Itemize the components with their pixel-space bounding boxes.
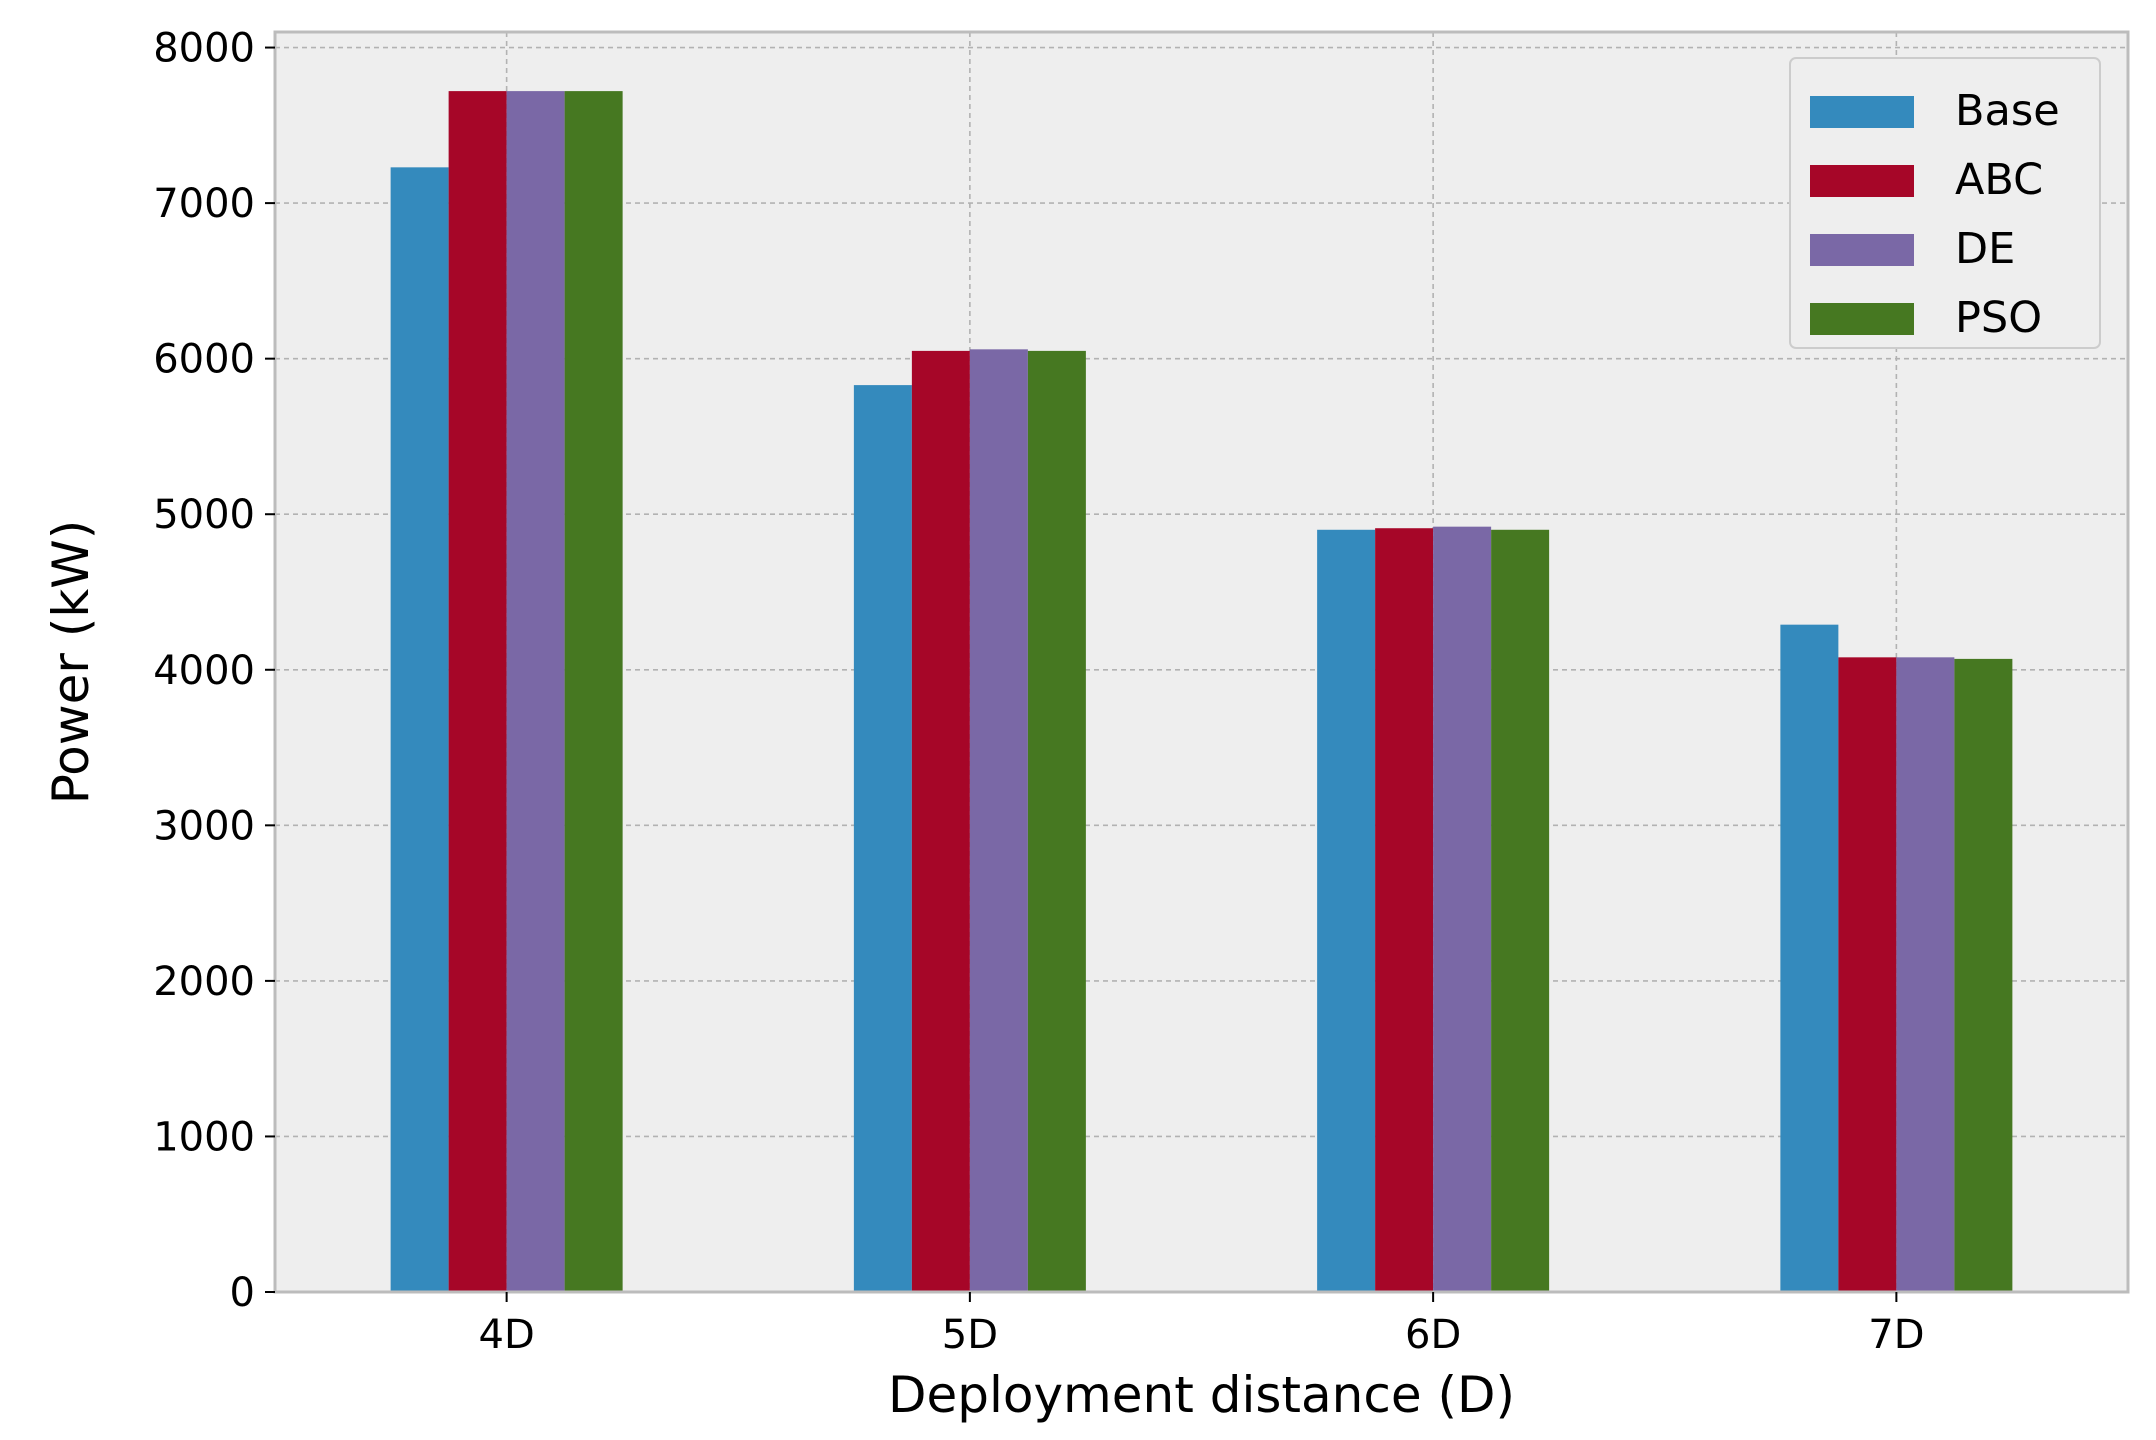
y-tick-label: 1000 bbox=[153, 1114, 255, 1160]
y-tick-label: 2000 bbox=[153, 959, 255, 1005]
y-tick-label: 6000 bbox=[153, 337, 255, 383]
bar-pso-7d bbox=[1954, 658, 2013, 1292]
x-tick-label: 4D bbox=[479, 1312, 535, 1358]
y-tick-label: 0 bbox=[230, 1270, 255, 1316]
bar-base-7d bbox=[1780, 624, 1839, 1292]
y-tick-label: 4000 bbox=[153, 648, 255, 694]
legend-label-abc: ABC bbox=[1955, 155, 2043, 205]
bar-base-4d bbox=[390, 167, 449, 1292]
legend-swatch-de bbox=[1810, 234, 1914, 266]
legend-box bbox=[1789, 57, 2101, 349]
y-tick-label: 5000 bbox=[153, 492, 255, 538]
x-axis-label: Deployment distance (D) bbox=[888, 1366, 1515, 1424]
x-tick-label: 6D bbox=[1405, 1312, 1461, 1358]
y-tick-label: 8000 bbox=[153, 26, 255, 72]
legend-label-pso: PSO bbox=[1955, 293, 2042, 343]
legend-swatch-abc bbox=[1810, 165, 1914, 197]
legend-label-base: Base bbox=[1955, 86, 2060, 136]
bar-de-4d bbox=[506, 91, 565, 1293]
y-axis: 0 1000 2000 3000 4000 5000 6000 7000 8000 bbox=[153, 26, 275, 1316]
bar-de-5d bbox=[969, 349, 1028, 1292]
bar-de-6d bbox=[1433, 526, 1492, 1292]
x-axis: 4D 5D 6D 7D bbox=[479, 1292, 1925, 1358]
legend-swatch-base bbox=[1810, 96, 1914, 128]
legend-label-de: DE bbox=[1955, 224, 2015, 274]
plot-frame bbox=[273, 30, 2130, 1294]
y-tick-label: 7000 bbox=[153, 181, 255, 227]
bar-base-6d bbox=[1317, 529, 1376, 1292]
x-tick-label: 5D bbox=[942, 1312, 998, 1358]
bar-de-7d bbox=[1896, 657, 1955, 1292]
bar-abc-6d bbox=[1375, 528, 1434, 1292]
bar-abc-7d bbox=[1838, 657, 1897, 1292]
legend: Base ABC DE PSO bbox=[1789, 57, 2101, 349]
bar-base-5d bbox=[853, 385, 912, 1293]
x-tick-label: 7D bbox=[1868, 1312, 1924, 1358]
bar-pso-5d bbox=[1027, 350, 1086, 1292]
legend-swatch-pso bbox=[1810, 303, 1914, 335]
y-tick-label: 3000 bbox=[153, 803, 255, 849]
bar-pso-6d bbox=[1491, 529, 1550, 1292]
y-axis-label: Power (kW) bbox=[42, 520, 100, 804]
bar-pso-4d bbox=[564, 91, 623, 1293]
bars bbox=[390, 91, 2013, 1293]
bar-abc-4d bbox=[448, 91, 507, 1293]
bar-abc-5d bbox=[911, 350, 970, 1292]
